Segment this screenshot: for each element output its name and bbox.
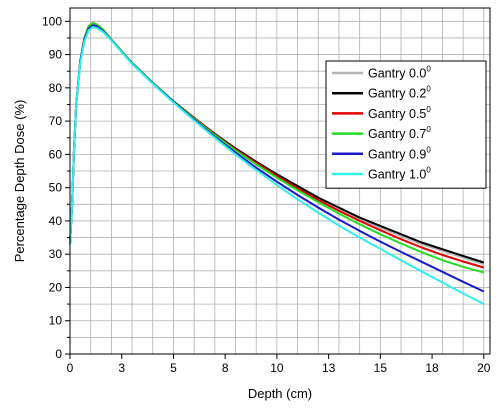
axis-ticks xyxy=(65,20,485,359)
legend-label-3: Gantry 0.70 xyxy=(368,125,431,141)
legend-label-1: Gantry 0.20 xyxy=(368,85,431,101)
legend-degree-5: 0 xyxy=(426,166,431,175)
x-tick-label: 20 xyxy=(477,361,491,375)
legend-box xyxy=(325,60,487,189)
y-tick-label: 70 xyxy=(49,114,63,128)
x-tick-label: 10 xyxy=(270,361,284,375)
y-tick-label: 30 xyxy=(49,247,63,261)
y-tick-label: 20 xyxy=(49,280,63,294)
x-tick-label: 5 xyxy=(170,361,177,375)
legend-degree-0: 0 xyxy=(426,65,431,74)
x-tick-label: 3 xyxy=(118,361,125,375)
series-line-5 xyxy=(69,26,485,305)
legend-label-2: Gantry 0.50 xyxy=(368,105,431,121)
legend-degree-3: 0 xyxy=(426,125,431,134)
legend-degree-4: 0 xyxy=(426,145,431,154)
x-tick-label: 8 xyxy=(222,361,229,375)
tick-labels: 0 3 5 8 10 13 15 18 20 0 10 20 30 40 50 60 70 80 90 100 xyxy=(42,14,491,375)
legend-label-5: Gantry 1.00 xyxy=(368,166,431,182)
y-axis-title: Percentage Depth Dose (%) xyxy=(12,100,27,263)
series-layer xyxy=(69,22,485,305)
plot-frame xyxy=(69,7,491,355)
x-axis-title: Depth (cm) xyxy=(248,386,312,401)
x-tick-label: 15 xyxy=(374,361,388,375)
y-tick-label: 50 xyxy=(49,181,63,195)
y-tick-label: 100 xyxy=(42,14,62,28)
legend: Gantry 0.00 Gantry 0.20 Gantry 0.50 Gantry … xyxy=(325,60,487,189)
y-tick-label: 40 xyxy=(49,214,63,228)
legend-label-4: Gantry 0.90 xyxy=(368,145,431,161)
y-tick-label: 80 xyxy=(49,81,63,95)
x-tick-label: 13 xyxy=(322,361,336,375)
legend-degree-2: 0 xyxy=(426,105,431,114)
y-tick-label: 90 xyxy=(49,48,63,62)
y-tick-label: 0 xyxy=(55,347,62,361)
legend-label-0: Gantry 0.00 xyxy=(368,65,431,81)
x-tick-label: 0 xyxy=(67,361,74,375)
legend-degree-1: 0 xyxy=(426,85,431,94)
x-tick-label: 18 xyxy=(425,361,439,375)
y-tick-label: 10 xyxy=(49,314,63,328)
y-tick-label: 60 xyxy=(49,147,63,161)
